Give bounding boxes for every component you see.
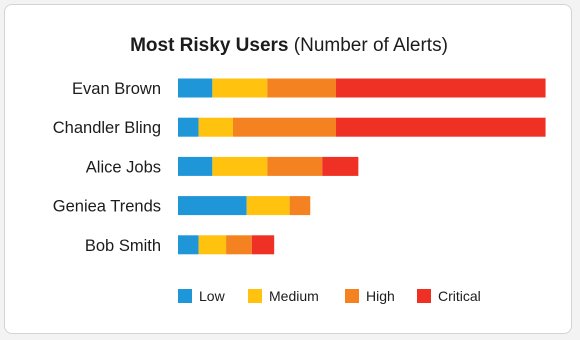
- bar-bob-smith-low[interactable]: [178, 235, 199, 255]
- chart-subtitle: (Number of Alerts): [293, 35, 448, 56]
- category-label-geniea-trends: Geniea Trends: [53, 198, 161, 216]
- bar-alice-jobs-medium[interactable]: [212, 156, 268, 176]
- bar-bob-smith-critical[interactable]: [251, 235, 275, 255]
- bar-bob-smith-medium[interactable]: [198, 235, 227, 255]
- bar-alice-jobs-high[interactable]: [267, 156, 323, 176]
- category-label-alice-jobs: Alice Jobs: [86, 158, 161, 176]
- legend-swatch-medium: [248, 289, 262, 303]
- chart-title: Most Risky Users: [130, 35, 289, 56]
- legend-label-low: Low: [199, 288, 226, 304]
- bar-chandler-bling-high[interactable]: [232, 117, 337, 137]
- bar-alice-jobs-low[interactable]: [178, 156, 213, 176]
- chart-title-line: Most Risky Users (Number of Alerts): [5, 35, 573, 57]
- category-label-chandler-bling: Chandler Bling: [53, 119, 161, 137]
- bar-evan-brown-high[interactable]: [267, 78, 337, 98]
- legend-label-high: High: [366, 288, 395, 304]
- bar-geniea-trends-low[interactable]: [178, 196, 247, 216]
- category-label-evan-brown: Evan Brown: [72, 80, 161, 98]
- bar-evan-brown-critical[interactable]: [336, 78, 546, 98]
- bar-chandler-bling-critical[interactable]: [336, 117, 546, 137]
- legend-swatch-high: [345, 289, 359, 303]
- bar-alice-jobs-critical[interactable]: [322, 156, 359, 176]
- bar-chandler-bling-medium[interactable]: [198, 117, 233, 137]
- bar-chandler-bling-low[interactable]: [178, 117, 199, 137]
- category-label-bob-smith: Bob Smith: [85, 237, 161, 255]
- bar-evan-brown-medium[interactable]: [212, 78, 268, 98]
- bar-bob-smith-high[interactable]: [226, 235, 252, 255]
- legend-label-critical: Critical: [438, 288, 481, 304]
- bar-geniea-trends-high[interactable]: [289, 196, 311, 216]
- legend-swatch-low: [178, 289, 192, 303]
- bar-evan-brown-low[interactable]: [178, 78, 213, 98]
- legend-swatch-critical: [417, 289, 431, 303]
- legend-label-medium: Medium: [269, 288, 319, 304]
- bar-geniea-trends-medium[interactable]: [246, 196, 290, 216]
